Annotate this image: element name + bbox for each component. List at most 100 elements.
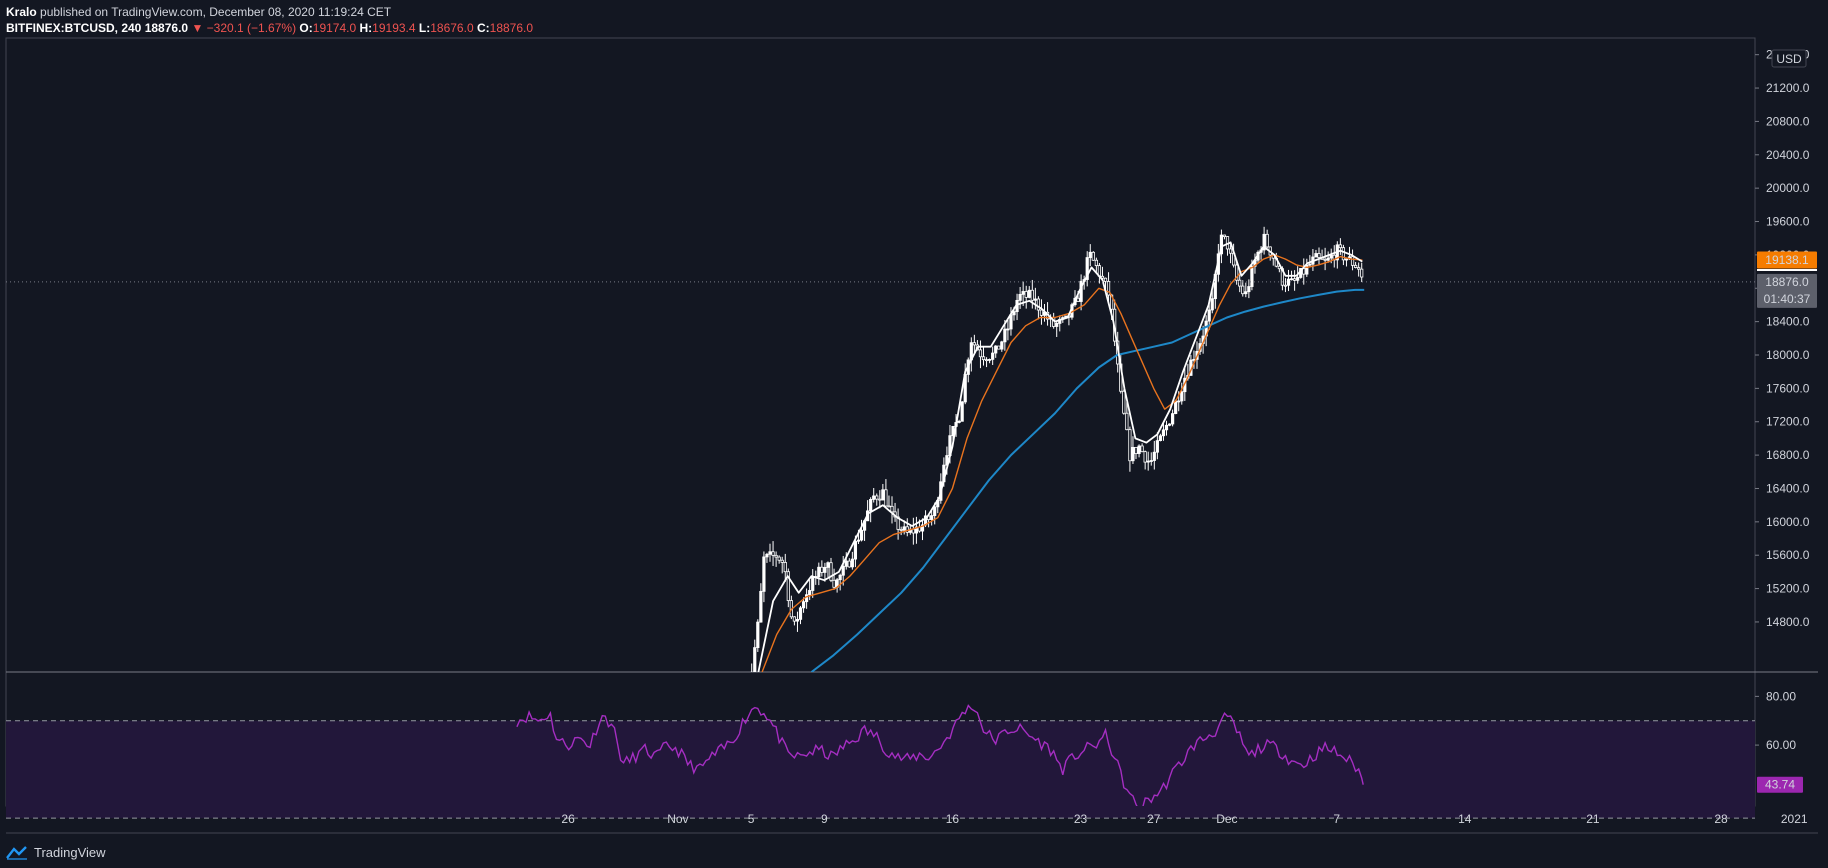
- price-tick-label: 20000.0: [1766, 181, 1810, 195]
- candle-body-up: [1012, 311, 1016, 316]
- candle: [1293, 270, 1297, 291]
- candle-body-up: [1314, 253, 1318, 258]
- candle-body-down: [1317, 253, 1321, 258]
- price-tick-label: 15600.0: [1766, 548, 1810, 562]
- candle-body-down: [783, 562, 787, 573]
- candle-body-down: [1283, 284, 1288, 287]
- candle: [887, 495, 891, 508]
- time-tick-label: 2021: [1781, 812, 1808, 826]
- tradingview-brand: TradingView: [34, 845, 106, 860]
- candle: [1308, 255, 1312, 268]
- candle: [835, 577, 839, 593]
- candle-body-up: [805, 594, 809, 603]
- candle: [875, 493, 879, 506]
- candle: [881, 483, 885, 501]
- candle: [1302, 258, 1306, 285]
- candle: [832, 568, 836, 590]
- candle: [1036, 296, 1041, 320]
- candle-body-up: [1308, 263, 1312, 266]
- candle: [978, 340, 983, 369]
- candle-body-down: [1341, 247, 1346, 261]
- candle: [1167, 423, 1172, 427]
- candle-body-down: [786, 571, 790, 601]
- candle: [1225, 236, 1230, 256]
- candle: [1134, 446, 1138, 460]
- candle-body-up: [1003, 328, 1007, 343]
- open-value: 19174.0: [312, 21, 357, 35]
- time-tick-label: 28: [1714, 812, 1728, 826]
- candle-body-down: [792, 616, 797, 622]
- candle-body-up: [1247, 286, 1251, 293]
- candle-body-up: [853, 540, 858, 560]
- candle-body-down: [887, 505, 891, 508]
- time-tick-label: 27: [1147, 812, 1161, 826]
- time-tick-label: Nov: [667, 812, 688, 826]
- candle-body-up: [920, 524, 925, 532]
- candle-body-up: [756, 621, 760, 648]
- candle: [805, 588, 809, 609]
- candle: [1143, 450, 1147, 470]
- candle: [1088, 244, 1092, 267]
- candle-body-down: [1036, 298, 1041, 311]
- candle-body-down: [896, 516, 900, 530]
- rsi-value-tag-bg: [1757, 776, 1803, 793]
- candle: [795, 611, 800, 632]
- candle-body-up: [762, 556, 766, 592]
- candle-body-up: [881, 489, 885, 501]
- candle: [972, 334, 976, 354]
- candle: [905, 518, 909, 537]
- candle-body-up: [1219, 234, 1224, 255]
- candle-body-up: [750, 671, 754, 672]
- candle-body-up: [991, 352, 995, 360]
- price-tick-label: 15200.0: [1766, 582, 1810, 596]
- tradingview-footer[interactable]: TradingView: [6, 845, 106, 860]
- price-tick-label: 20800.0: [1766, 114, 1810, 128]
- candle-body-down: [981, 356, 986, 361]
- candle-body-up: [1250, 265, 1254, 287]
- candle-body-up: [1006, 328, 1010, 331]
- candle: [1222, 234, 1227, 240]
- candle: [1238, 271, 1242, 293]
- low-label: L:: [418, 21, 431, 35]
- candle: [896, 508, 900, 540]
- candle: [786, 568, 790, 608]
- candle: [777, 555, 781, 564]
- price-tick-label: 18000.0: [1766, 348, 1810, 362]
- candle: [1317, 247, 1321, 265]
- candle-body-up: [1286, 278, 1291, 286]
- candle: [1244, 282, 1248, 298]
- last-price: 18876.0: [144, 21, 189, 35]
- candle: [1149, 452, 1153, 466]
- price-tick-label: 17200.0: [1766, 415, 1810, 429]
- price-tick-label: 16800.0: [1766, 448, 1810, 462]
- candle: [1027, 286, 1031, 299]
- candle-body-down: [1357, 267, 1361, 270]
- candle-body-down: [1076, 297, 1080, 302]
- ma-fast-line: [757, 241, 1363, 672]
- candle: [884, 479, 888, 508]
- candle: [798, 605, 803, 625]
- candle-body-up: [844, 560, 848, 567]
- candle-body-down: [780, 559, 784, 563]
- candle-body-up: [1152, 451, 1156, 461]
- candle: [1000, 340, 1004, 352]
- time-tick-label: 7: [1333, 812, 1340, 826]
- candle-body-down: [1222, 234, 1227, 238]
- candle-body-down: [1323, 258, 1327, 261]
- candle: [1106, 272, 1111, 303]
- candle-body-up: [753, 647, 757, 672]
- candle: [1180, 382, 1184, 405]
- change-arrow-icon: ▼: [191, 21, 204, 35]
- candle-body-down: [1293, 278, 1297, 281]
- candle: [847, 558, 851, 568]
- candle-body-up: [994, 345, 998, 354]
- candle: [820, 560, 824, 577]
- candle-body-up: [1326, 257, 1330, 261]
- symbol-name: BITFINEX:BTCUSD, 240: [6, 21, 142, 35]
- candle: [1125, 402, 1129, 431]
- candle-body-up: [1161, 429, 1166, 437]
- currency-label: USD: [1776, 52, 1802, 66]
- candle: [920, 518, 925, 541]
- candle: [1241, 280, 1245, 297]
